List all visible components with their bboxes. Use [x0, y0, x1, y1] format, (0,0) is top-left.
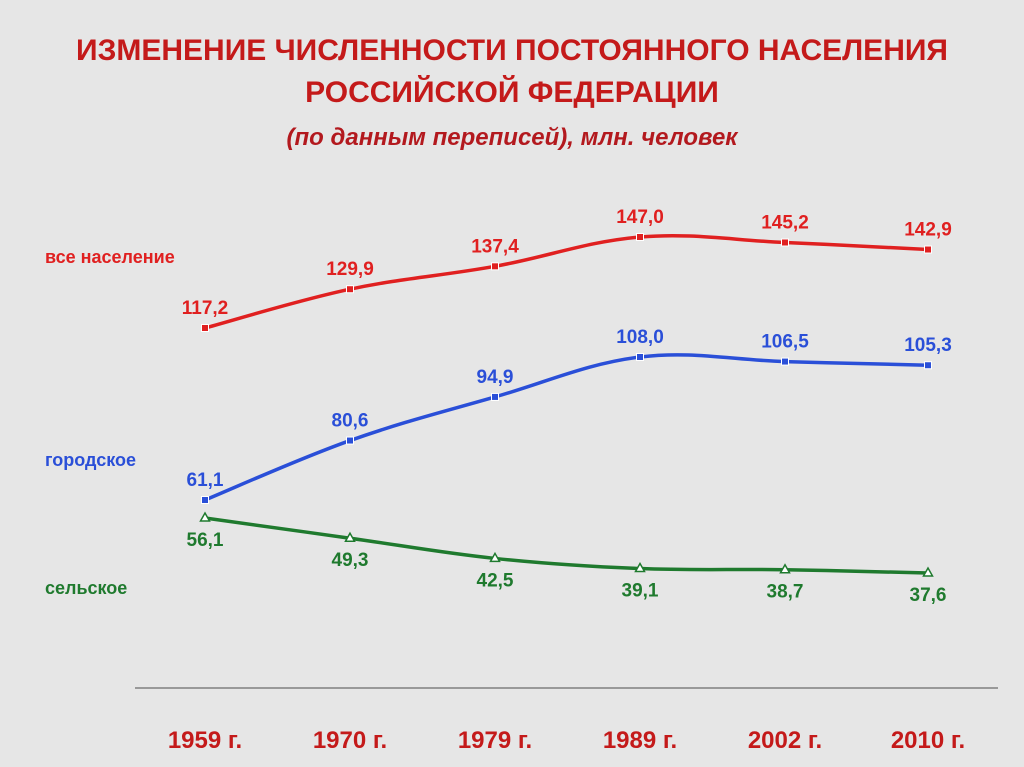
data-label: 80,6 [332, 411, 369, 432]
data-point-marker [924, 245, 932, 254]
data-label: 49,3 [332, 550, 369, 571]
data-label: 142,9 [904, 220, 952, 241]
x-tick-label: 2002 г. [748, 727, 822, 754]
data-point-marker [199, 511, 211, 522]
data-label: 56,1 [187, 530, 224, 551]
series-line [203, 516, 930, 575]
data-label: 117,2 [182, 298, 229, 319]
series-3: 56,1 49,3 42,5 39,1 38,7 37,6 сельское [45, 511, 947, 606]
data-point-marker [924, 361, 932, 370]
data-label: 38,7 [767, 582, 804, 603]
data-label: 37,6 [910, 585, 947, 606]
series-layer: 117,2 129,9 137,4 147,0 145,2 142,9 все населе… [45, 207, 952, 606]
data-label: 147,0 [616, 207, 664, 228]
data-point-marker [491, 392, 499, 401]
data-label: 94,9 [477, 367, 514, 388]
x-tick-label: 1979 г. [458, 727, 532, 754]
chart-title-line2: РОССИЙСКОЙ ФЕДЕРАЦИИ [305, 76, 719, 109]
data-label: 105,3 [904, 335, 952, 356]
data-point-marker [779, 563, 791, 574]
data-point-marker [344, 531, 356, 542]
data-label: 137,4 [471, 236, 519, 257]
data-point-marker [781, 357, 789, 366]
data-label: 145,2 [761, 212, 809, 233]
data-point-marker [201, 324, 209, 332]
data-point-marker [201, 496, 209, 504]
series-1: 117,2 129,9 137,4 147,0 145,2 142,9 все населе… [45, 207, 952, 332]
x-tick-label: 1970 г. [313, 727, 387, 754]
chart-title-line1: ИЗМЕНЕНИЕ ЧИСЛЕННОСТИ ПОСТОЯННОГО НАСЕЛЕ… [76, 34, 948, 67]
data-point-marker [636, 233, 644, 241]
data-label: 42,5 [477, 570, 514, 591]
data-point-marker [346, 285, 354, 294]
data-label: 61,1 [187, 470, 224, 491]
data-point-marker [922, 566, 934, 577]
series-line [203, 233, 930, 330]
data-label: 129,9 [326, 259, 374, 280]
data-label: 108,0 [616, 327, 664, 348]
data-point-marker [634, 562, 646, 573]
x-tick-label: 1959 г. [168, 727, 242, 754]
data-point-marker [346, 436, 354, 445]
series-name-label: все население [45, 247, 175, 267]
data-point-marker [781, 238, 789, 247]
data-point-marker [489, 551, 501, 563]
data-point-marker [491, 262, 499, 271]
chart-subtitle: (по данным переписей), млн. человек [286, 124, 738, 151]
series-2: 61,1 80,6 94,9 108,0 106,5 105,3 городское [45, 327, 952, 504]
x-tick-label: 2010 г. [891, 727, 965, 754]
series-name-label: городское [45, 450, 136, 470]
series-name-label: сельское [45, 578, 127, 598]
data-label: 39,1 [622, 581, 659, 602]
data-label: 106,5 [761, 332, 809, 353]
x-tick-label: 1989 г. [603, 727, 677, 754]
series-line [203, 353, 930, 502]
x-tick-layer: 1959 г. 1970 г. 1979 г. 1989 г. 2002 г. 2010 … [168, 727, 965, 754]
data-point-marker [636, 353, 644, 361]
